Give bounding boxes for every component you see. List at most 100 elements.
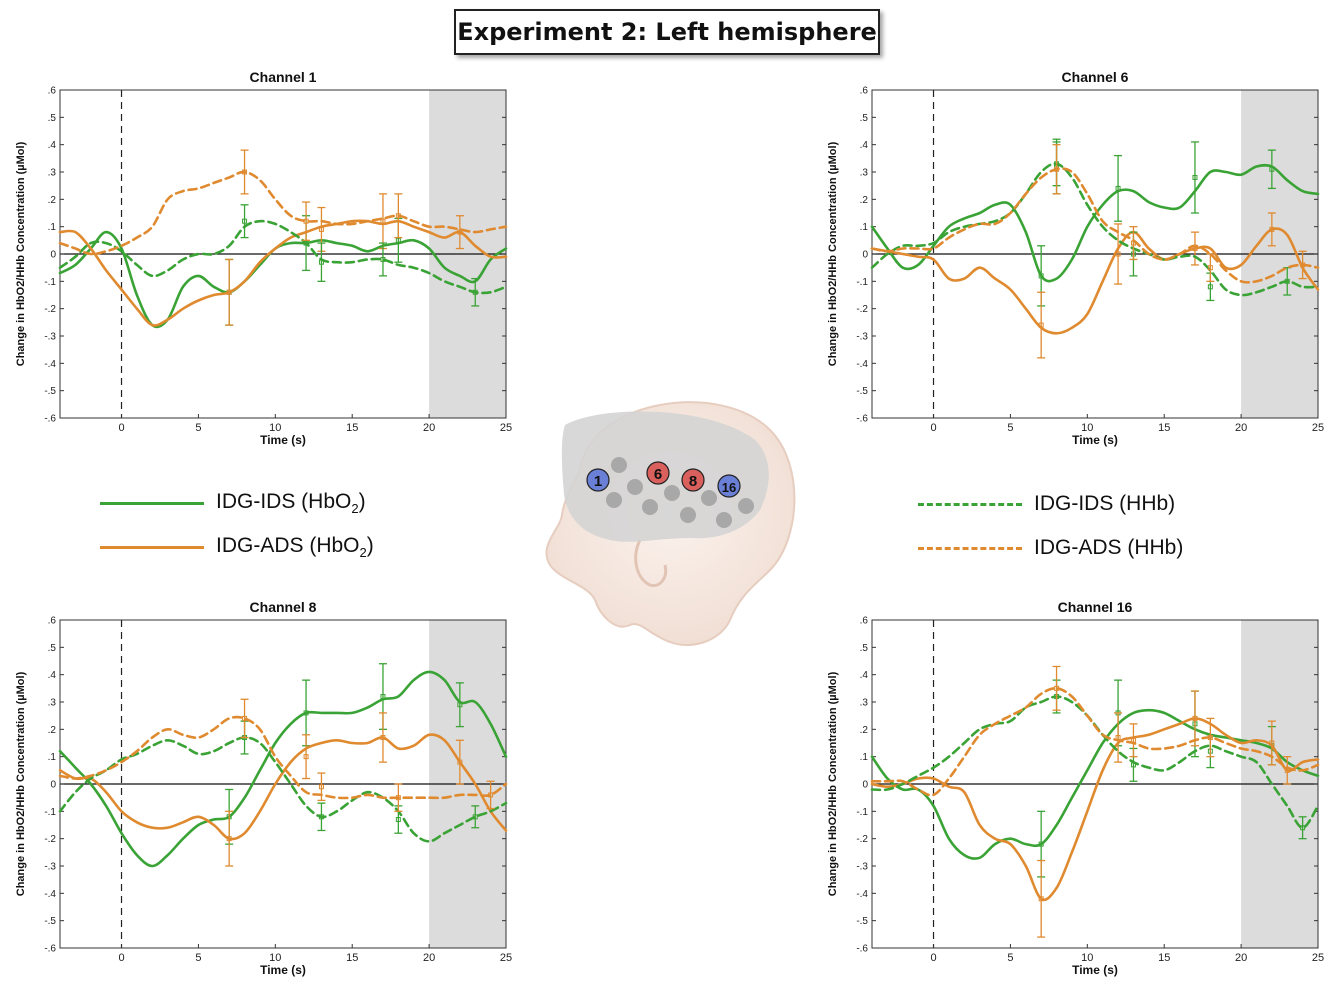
- error-bar: [225, 258, 234, 326]
- error-bar: [1298, 250, 1307, 280]
- error-bar: [317, 772, 326, 802]
- error-bar-marker: [1038, 322, 1044, 328]
- error-bar: [455, 682, 464, 728]
- error-bar: [394, 193, 403, 239]
- y-tick-label: -.1: [856, 807, 868, 818]
- x-tick-label: 20: [423, 422, 435, 434]
- error-bar-marker: [457, 229, 463, 235]
- chart-channel-16: .6 .5 .4 .3 .2 .1 0 -.1 -.2 -.3 -.4 -.5 -.6 0 5 10 15 20 2…: [814, 592, 1324, 977]
- y-tick-label: .6: [860, 616, 869, 627]
- y-tick-label: .2: [48, 725, 57, 736]
- series-line: [58, 736, 508, 843]
- y-tick-label: -.3: [856, 862, 868, 873]
- error-bar-marker: [1284, 767, 1290, 773]
- error-bar-marker: [1207, 735, 1213, 741]
- chart-channel-8: .6 .5 .4 .3 .2 .1 0 -.1 -.2 -.3 -.4 -.5 -.6 0 5 10 15 20 2…: [0, 592, 520, 977]
- error-bar-marker: [318, 259, 324, 265]
- y-tick-label: -.1: [44, 277, 56, 288]
- y-tick-label: -.4: [856, 359, 868, 370]
- series-idg-ads-hbo2-: [870, 690, 1320, 938]
- x-tick-label: 25: [1312, 952, 1324, 964]
- y-tick-label: .3: [48, 168, 57, 179]
- error-bar-marker: [395, 795, 401, 801]
- y-tick-label: .6: [48, 616, 57, 627]
- x-tick-label: 15: [1158, 952, 1170, 964]
- error-bar: [1267, 149, 1276, 190]
- error-bar: [1114, 223, 1123, 285]
- y-tick-label: .4: [860, 140, 869, 151]
- y-tick-label: .4: [48, 140, 57, 151]
- channel-marker-6: 6: [646, 461, 670, 485]
- y-tick-label: .2: [860, 195, 869, 206]
- error-bar-marker: [457, 759, 463, 765]
- channel-marker-1: 1: [586, 468, 610, 492]
- legend-label: IDG-ADS (HHb): [1034, 536, 1184, 559]
- error-bar-marker: [457, 702, 463, 708]
- y-tick-label: -.5: [44, 916, 56, 927]
- error-bar-marker: [242, 218, 248, 224]
- y-tick-label: .6: [860, 86, 869, 97]
- y-tick-label: 0: [50, 250, 56, 261]
- error-bar: [1206, 253, 1215, 282]
- y-tick-label: -.6: [856, 414, 868, 425]
- y-tick-label: -.4: [44, 359, 56, 370]
- series-line: [870, 167, 1320, 284]
- figure-title: Experiment 2: Left hemisphere: [454, 9, 880, 55]
- y-tick-label: .5: [860, 113, 869, 124]
- y-tick-label: .2: [860, 725, 869, 736]
- y-tick-label: -.1: [856, 277, 868, 288]
- error-bar-marker: [1300, 825, 1306, 831]
- chart-svg: .6 .5 .4 .3 .2 .1 0 -.1 -.2 -.3 -.4 -.5 -.6 0 5 10 15 20 2…: [827, 599, 1324, 977]
- error-bar-marker: [395, 213, 401, 219]
- x-axis-label: Time (s): [1072, 433, 1118, 447]
- error-bar: [240, 149, 249, 195]
- y-axis-label: Change in HbO2/HHb Concentration (µMol): [15, 141, 27, 366]
- x-tick-label: 25: [1312, 422, 1324, 434]
- y-axis-label: Change in HbO2/HHb Concentration (µMol): [827, 671, 839, 896]
- error-bar: [1283, 756, 1292, 785]
- chart-svg: .6 .5 .4 .3 .2 .1 0 -.1 -.2 -.3 -.4 -.5 -.6 0 5 10 15 20 2…: [827, 69, 1324, 447]
- y-tick-label: .3: [860, 698, 869, 709]
- error-bar: [317, 802, 326, 832]
- error-bar-marker: [380, 694, 386, 700]
- x-tick-label: 25: [500, 422, 512, 434]
- series-idg-ids-hhb-: [58, 720, 508, 843]
- error-bar: [317, 242, 326, 282]
- y-tick-label: -.3: [856, 332, 868, 343]
- error-bar-marker: [380, 735, 386, 741]
- y-tick-label: -.5: [44, 386, 56, 397]
- y-tick-label: .1: [48, 222, 57, 233]
- error-bar-marker: [226, 289, 232, 295]
- series-idg-ads-hbo2-: [870, 212, 1320, 359]
- legend-label: IDG-IDS (HbO2): [216, 490, 366, 517]
- infant-head-illustration: 1 6 8 16: [520, 380, 800, 660]
- y-tick-label: .3: [48, 698, 57, 709]
- channel-marker-16: 16: [717, 474, 741, 498]
- chart-title: Channel 1: [250, 69, 317, 85]
- series-line: [870, 708, 1320, 860]
- x-tick-label: 15: [346, 422, 358, 434]
- series-line: [870, 717, 1320, 901]
- series-line: [870, 162, 1320, 297]
- error-bar: [486, 780, 495, 810]
- error-bar: [471, 277, 480, 307]
- x-tick-label: 15: [1158, 422, 1170, 434]
- x-tick-label: 20: [1235, 952, 1247, 964]
- error-bar-marker: [395, 817, 401, 823]
- error-bar-marker: [380, 218, 386, 224]
- y-tick-label: .1: [48, 752, 57, 763]
- error-bar: [1114, 154, 1123, 222]
- optode-dots: [606, 457, 754, 528]
- series-line: [58, 219, 508, 295]
- legend-item-ads-hhb: IDG-ADS (HHb): [918, 536, 1183, 560]
- x-tick-label: 5: [1007, 422, 1013, 434]
- svg-text:16: 16: [722, 480, 736, 495]
- y-tick-label: -.3: [44, 862, 56, 873]
- y-tick-label: -.6: [856, 944, 868, 955]
- error-bar-marker: [1038, 841, 1044, 847]
- error-bar-marker: [242, 715, 248, 721]
- y-tick-label: -.1: [44, 807, 56, 818]
- series-idg-ads-hhb-: [58, 149, 508, 256]
- y-tick-label: .4: [48, 670, 57, 681]
- legend-label: IDG-IDS (HHb): [1034, 492, 1176, 515]
